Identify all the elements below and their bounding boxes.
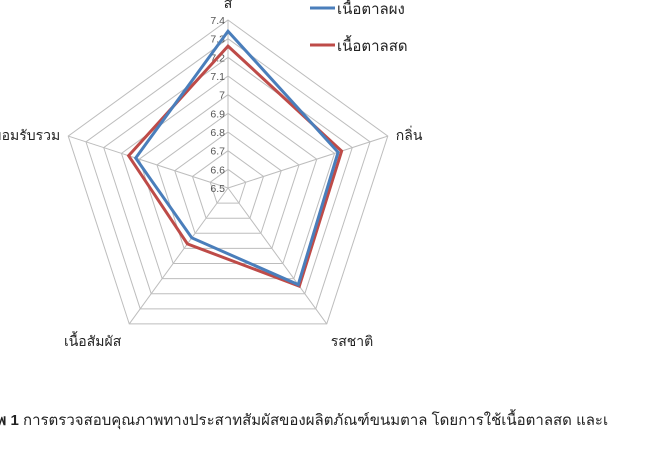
tick-label: 7.1 — [210, 71, 225, 83]
axis-label: รสชาติ — [331, 333, 374, 349]
grid-ring — [156, 112, 300, 249]
grid-ring — [174, 131, 282, 234]
axis-spoke — [227, 135, 388, 189]
grid-ring — [67, 19, 389, 325]
axis-spoke — [68, 135, 229, 189]
axis-label: สี — [224, 0, 233, 11]
caption-label: าพ 1 — [0, 412, 19, 429]
tick-label: 7 — [219, 90, 225, 102]
series-line — [133, 28, 340, 287]
axis-label: การยอมรับรวม — [0, 127, 60, 143]
grid-ring — [85, 38, 371, 310]
axis-label: กลิ่น — [396, 126, 423, 143]
axis-label: เนื้อสัมผัส — [64, 331, 122, 349]
caption-text: การตรวจสอบคุณภาพทางประสาทสัมผัสของผลิตภั… — [23, 412, 609, 429]
legend-label: เนื้อตาลผง — [337, 0, 405, 18]
grid-ring — [103, 56, 353, 295]
legend-label: เนื้อตาลสด — [337, 35, 408, 55]
grid-ring — [120, 75, 336, 280]
axis-spoke — [128, 187, 229, 325]
grid-ring — [209, 168, 247, 204]
grid-ring — [138, 94, 318, 265]
tick-label: 6.7 — [210, 146, 225, 158]
figure-caption: าพ 1 การตรวจสอบคุณภาพทางประสาทสัมผัสของผ… — [0, 408, 608, 432]
tick-label: 6.8 — [210, 127, 225, 139]
tick-label: 6.5 — [210, 183, 225, 195]
tick-label: 6.6 — [210, 164, 225, 176]
tick-label: 6.9 — [210, 108, 225, 120]
axis-spoke — [227, 187, 328, 325]
radar-chart: 6.56.66.76.86.977.17.27.37.4สีกลิ่นรสชาต… — [0, 0, 423, 349]
tick-label: 7.4 — [210, 15, 225, 27]
grid-ring — [191, 150, 265, 219]
